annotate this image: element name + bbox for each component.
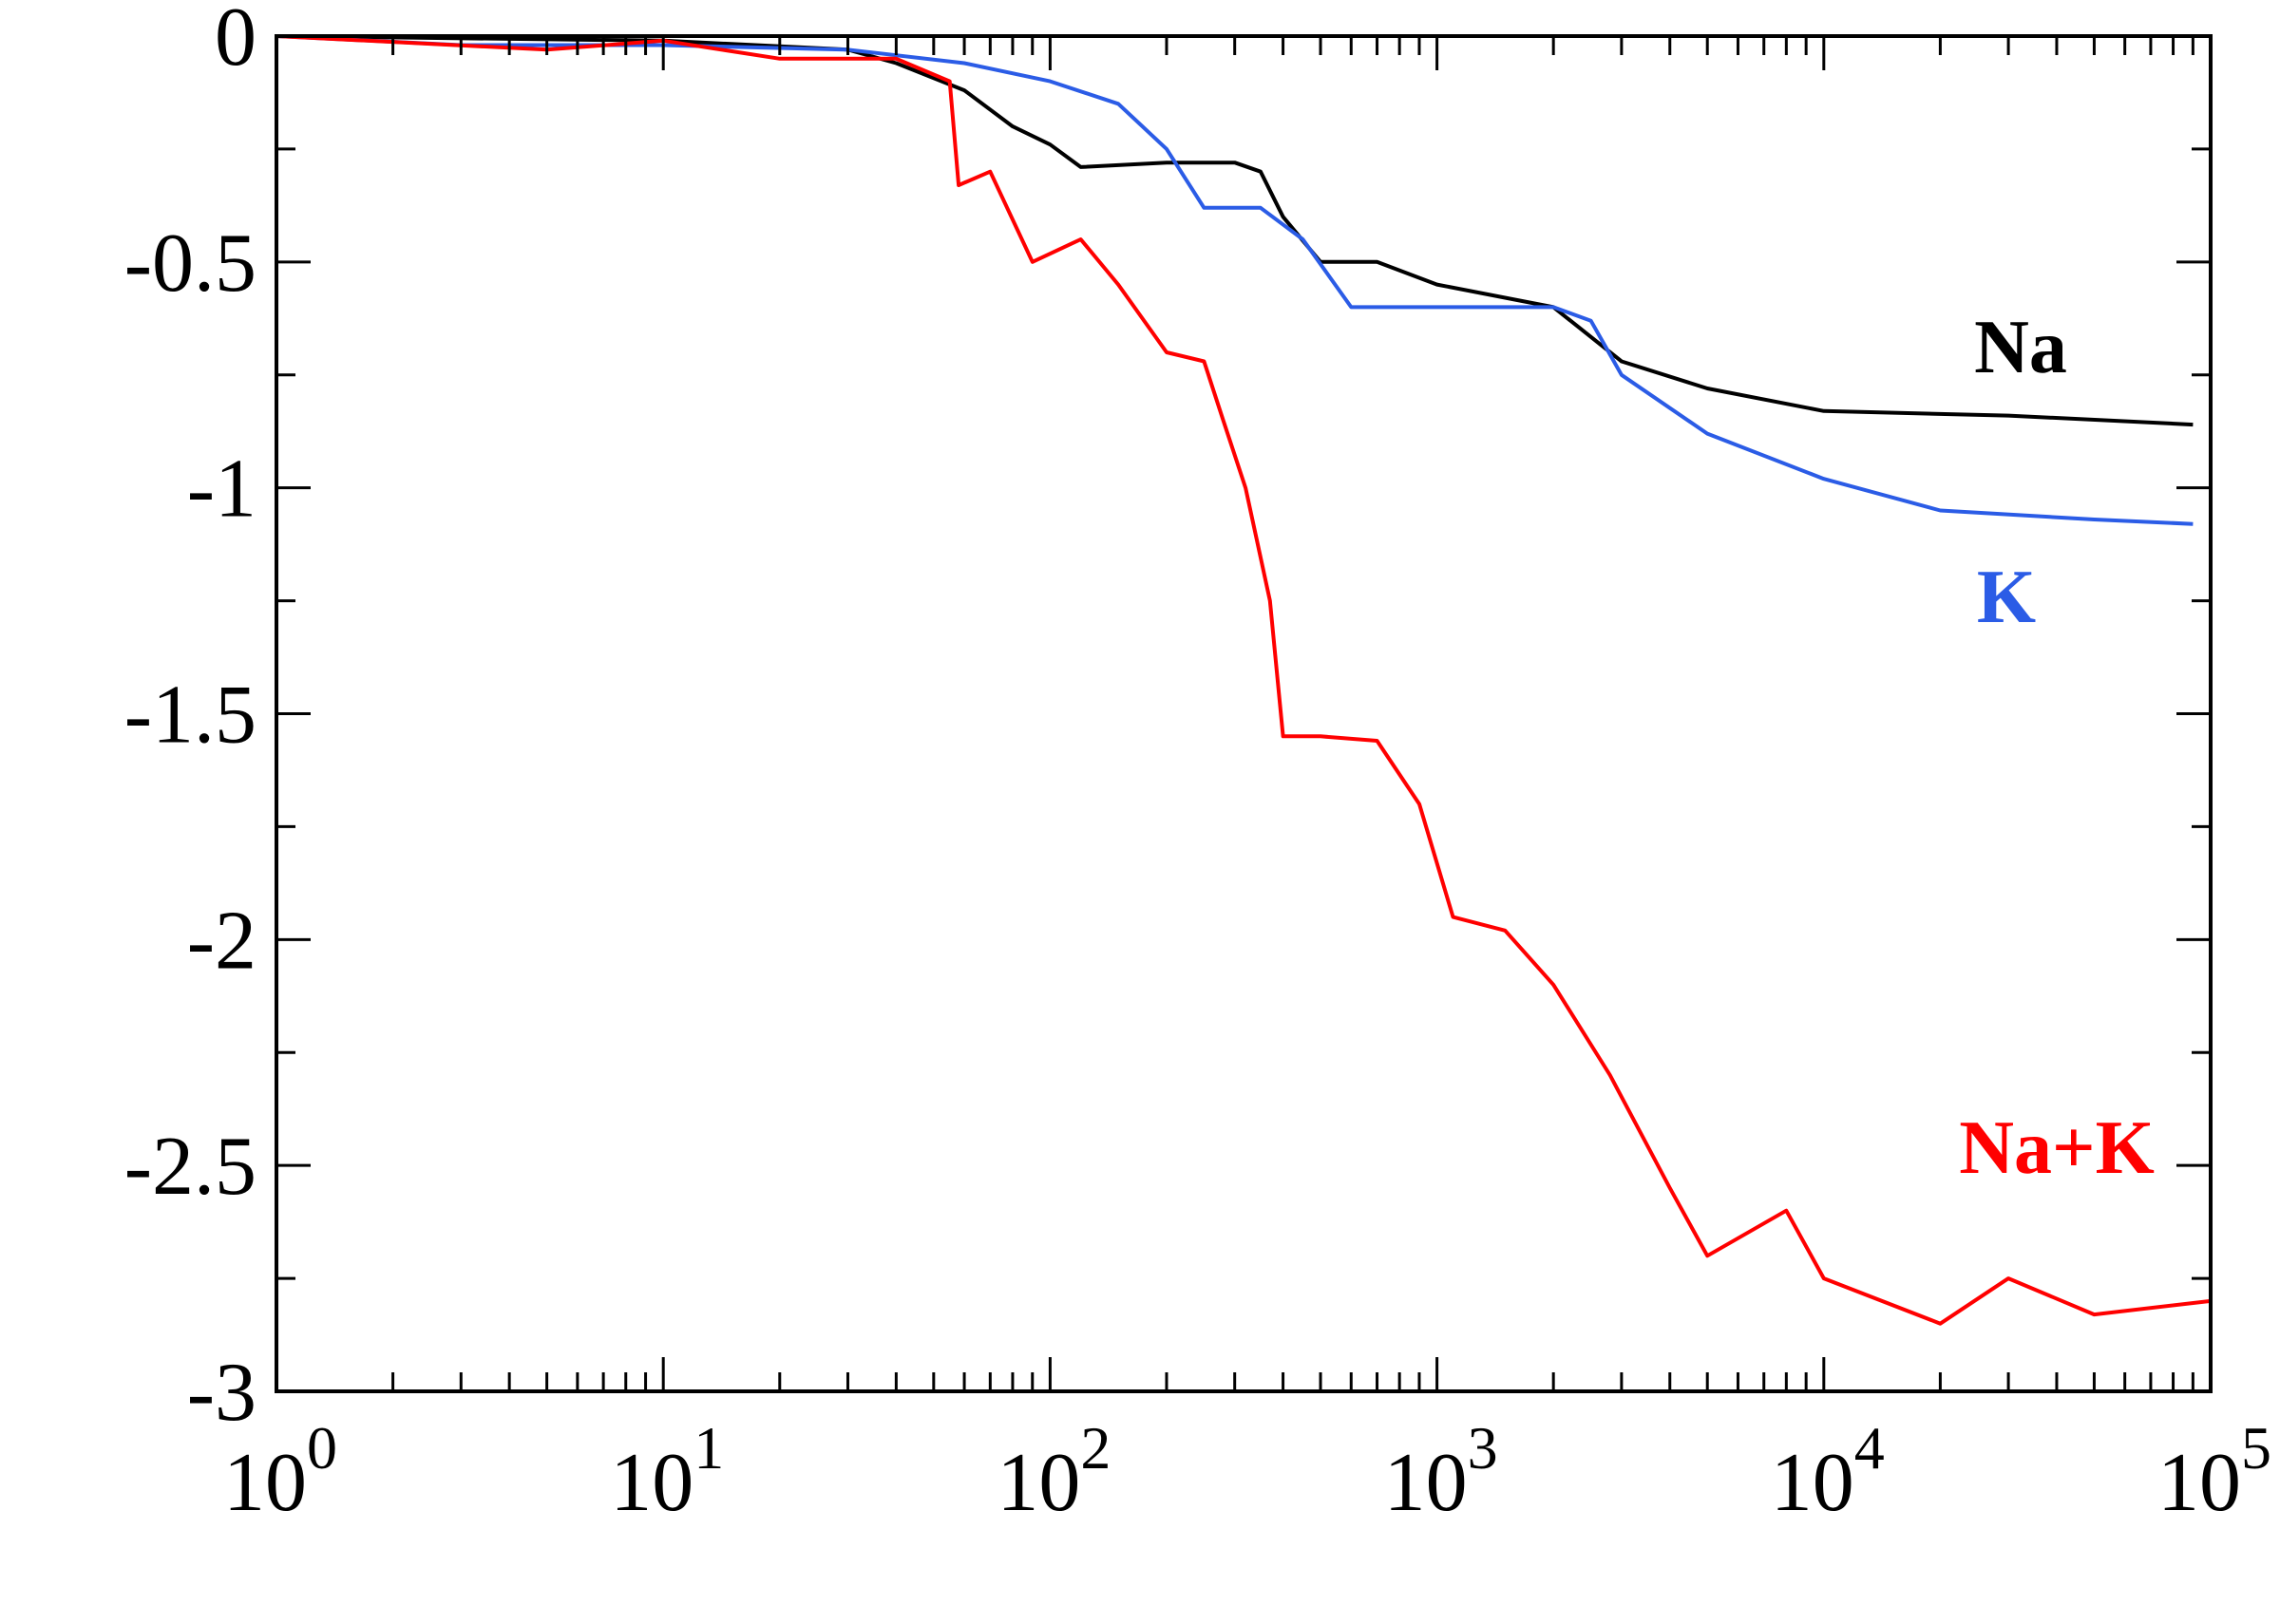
x-tick-exponent: 2: [1080, 1414, 1111, 1482]
x-tick-base: 10: [1771, 1437, 1854, 1529]
y-tick-label: -0.5: [124, 217, 256, 310]
x-tick-base: 10: [2157, 1437, 2241, 1529]
x-tick-label: 104: [1771, 1414, 1885, 1529]
x-tick-exponent: 0: [307, 1414, 337, 1482]
x-tick-label: 105: [2157, 1414, 2271, 1529]
ticks-layer: [276, 34, 2211, 1393]
x-tick-base: 10: [610, 1437, 694, 1529]
x-tick-label: 102: [997, 1414, 1111, 1529]
x-tick-base: 10: [997, 1437, 1080, 1529]
y-tick-label: -1: [187, 444, 256, 536]
y-tick-label: 0: [215, 0, 256, 84]
x-tick-label: 100: [223, 1414, 337, 1529]
series-layer: [276, 34, 2212, 1326]
y-tick-label: -2.5: [124, 1121, 256, 1213]
series-label: Na+K: [1959, 1106, 2155, 1190]
series-label: Na: [1974, 306, 2067, 389]
x-tick-exponent: 3: [1468, 1414, 1498, 1482]
y-tick-label: -3: [187, 1347, 256, 1439]
series-line-na: [276, 34, 2194, 427]
x-tick-exponent: 1: [694, 1414, 724, 1482]
x-tick-exponent: 4: [1854, 1414, 1885, 1482]
x-tick-base: 10: [223, 1437, 307, 1529]
labels-layer: 100 101 102 103 104 1050-0.5-1-1.5-2-2.5-3NaK…: [124, 0, 2271, 1529]
x-tick-exponent: 5: [2241, 1414, 2271, 1482]
plot-frame: [275, 34, 2213, 1393]
series-line-na-plus-k: [276, 34, 2212, 1326]
y-tick-label: -2: [187, 895, 256, 987]
series-line-k: [276, 34, 2194, 526]
x-tick-base: 10: [1384, 1437, 1468, 1529]
x-tick-label: 103: [1384, 1414, 1498, 1529]
y-tick-label: -1.5: [124, 670, 256, 762]
series-label: K: [1977, 556, 2036, 639]
x-tick-label: 101: [610, 1414, 724, 1529]
